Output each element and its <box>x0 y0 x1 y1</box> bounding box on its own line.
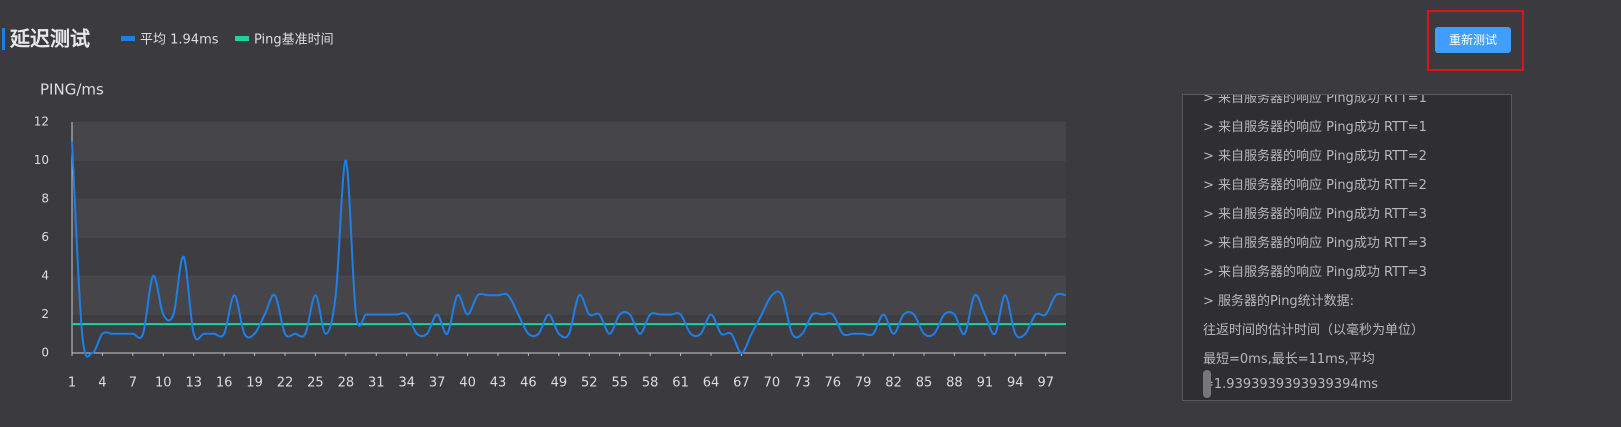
log-line: > 来自服务器的响应 Ping成功 RTT=3 <box>1203 236 1427 251</box>
band <box>72 199 1066 238</box>
x-tick-label: 88 <box>946 376 963 391</box>
x-tick-label: 85 <box>916 376 933 391</box>
x-tick-label: 31 <box>368 376 385 391</box>
x-tick-label: 7 <box>129 376 137 391</box>
x-tick-label: 10 <box>155 376 172 391</box>
y-tick-label: 10 <box>34 153 49 167</box>
x-tick-label: 55 <box>611 376 628 391</box>
y-tick-label: 2 <box>41 307 49 321</box>
band <box>72 237 1066 276</box>
x-tick-label: 40 <box>459 376 476 391</box>
log-line: > 来自服务器的响应 Ping成功 RTT=1 <box>1203 94 1427 106</box>
y-tick-label: 4 <box>41 269 49 283</box>
title: 延迟测试 <box>9 27 90 51</box>
log-line: 往返时间的估计时间（以毫秒为单位） <box>1203 323 1425 338</box>
legend-swatch <box>235 36 249 41</box>
x-tick-label: 37 <box>429 376 446 391</box>
band <box>72 160 1066 199</box>
highlight-box <box>1427 10 1524 71</box>
x-tick-label: 28 <box>338 376 355 391</box>
x-tick-label: 25 <box>307 376 324 391</box>
y-tick-label: 6 <box>41 230 49 244</box>
x-tick-label: 49 <box>551 376 568 391</box>
log-line: =1.9393939393939394ms <box>1203 377 1379 392</box>
title-bar <box>2 28 5 50</box>
x-tick-label: 52 <box>581 376 598 391</box>
x-tick-label: 43 <box>490 376 507 391</box>
x-tick-label: 1 <box>68 376 76 391</box>
x-tick-label: 79 <box>855 376 872 391</box>
y-tick-label: 0 <box>41 346 49 360</box>
y-tick-label: 12 <box>34 115 49 129</box>
x-tick-label: 94 <box>1007 376 1024 391</box>
y-tick-label: 8 <box>41 192 49 206</box>
x-tick-label: 19 <box>246 376 263 391</box>
legend-swatch <box>121 36 135 41</box>
log-line: > 服务器的Ping统计数据: <box>1203 294 1355 309</box>
x-tick-label: 61 <box>672 376 689 391</box>
log-line: 最短=0ms,最长=11ms,平均 <box>1203 352 1375 367</box>
scrollbar[interactable] <box>1203 370 1211 398</box>
x-tick-label: 70 <box>764 376 781 391</box>
x-tick-label: 76 <box>824 376 841 391</box>
legend-label: Ping基准时间 <box>254 33 334 48</box>
band <box>72 276 1066 315</box>
x-tick-label: 73 <box>794 376 811 391</box>
x-tick-label: 4 <box>98 376 106 391</box>
x-tick-label: 82 <box>885 376 902 391</box>
retest-button[interactable]: 重新测试 <box>1435 27 1511 53</box>
log-line: > 来自服务器的响应 Ping成功 RTT=3 <box>1203 207 1427 222</box>
band <box>72 122 1066 161</box>
x-tick-label: 64 <box>703 376 720 391</box>
x-tick-label: 16 <box>216 376 233 391</box>
y-axis-title: PING/ms <box>40 81 104 99</box>
x-tick-label: 58 <box>642 376 659 391</box>
x-tick-label: 46 <box>520 376 537 391</box>
x-tick-label: 97 <box>1037 376 1054 391</box>
x-tick-label: 67 <box>733 376 750 391</box>
x-tick-label: 34 <box>398 376 415 391</box>
x-tick-label: 91 <box>977 376 994 391</box>
x-tick-label: 22 <box>277 376 294 391</box>
log-panel[interactable]: =1.9393939393939394ms 最短=0ms,最长=11ms,平均 往返… <box>1182 94 1512 401</box>
log-line: > 来自服务器的响应 Ping成功 RTT=1 <box>1203 120 1427 135</box>
log-line: > 来自服务器的响应 Ping成功 RTT=3 <box>1203 265 1427 280</box>
log-line: > 来自服务器的响应 Ping成功 RTT=2 <box>1203 149 1427 164</box>
log-line: > 来自服务器的响应 Ping成功 RTT=2 <box>1203 178 1427 193</box>
legend-label: 平均 1.94ms <box>140 33 219 48</box>
x-tick-label: 13 <box>185 376 202 391</box>
series-line <box>71 141 1067 358</box>
